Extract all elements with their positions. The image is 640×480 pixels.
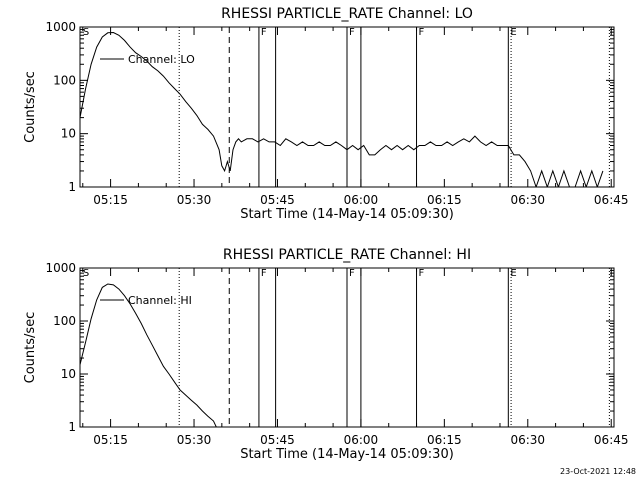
x-tick-label: 05:30: [177, 433, 212, 447]
flag-marker: E: [510, 27, 516, 38]
flag-marker: F: [349, 27, 355, 38]
y-tick-label: 1000: [45, 261, 76, 275]
y-tick-label: 10: [61, 367, 76, 381]
timestamp: 23-Oct-2021 12:48: [560, 467, 636, 476]
chart-title: RHESSI PARTICLE_RATE Channel: HI: [223, 247, 471, 263]
x-tick-label: 06:00: [344, 193, 379, 207]
flag-marker: F: [261, 268, 267, 279]
flag-marker: S: [83, 268, 89, 279]
flag-marker: F: [419, 27, 425, 38]
x-tick-label: 06:45: [594, 433, 629, 447]
y-tick-label: 1: [68, 180, 76, 194]
legend-label: Channel: LO: [128, 53, 195, 66]
flag-marker: F: [419, 268, 425, 279]
x-tick-label: 06:00: [344, 433, 379, 447]
x-tick-label: 06:15: [427, 433, 462, 447]
x-tick-label: 05:30: [177, 193, 212, 207]
series-line: [80, 283, 217, 427]
y-axis-label: Counts/sec: [23, 71, 38, 143]
y-tick-label: 1000: [45, 20, 76, 34]
x-axis-label: Start Time (14-May-14 05:09:30): [240, 447, 454, 462]
x-tick-label: 05:15: [93, 433, 128, 447]
x-tick-label: 05:15: [93, 193, 128, 207]
x-tick-label: 06:15: [427, 193, 462, 207]
flag-marker: E: [510, 268, 516, 279]
legend-label: Channel: HI: [128, 294, 192, 307]
y-axis-label: Counts/sec: [23, 312, 38, 384]
x-tick-label: 06:30: [510, 433, 545, 447]
y-tick-label: 1: [68, 420, 76, 434]
flag-marker: F: [261, 27, 267, 38]
flag-marker: S: [83, 27, 89, 38]
y-tick-label: 100: [53, 73, 76, 87]
y-tick-label: 100: [53, 314, 76, 328]
chart-title: RHESSI PARTICLE_RATE Channel: LO: [221, 6, 473, 22]
x-tick-label: 06:30: [510, 193, 545, 207]
x-tick-label: 05:45: [260, 193, 295, 207]
series-line: [80, 31, 604, 187]
x-tick-label: 05:45: [260, 433, 295, 447]
x-tick-label: 06:45: [594, 193, 629, 207]
x-axis-label: Start Time (14-May-14 05:09:30): [240, 207, 454, 222]
y-tick-label: 10: [61, 127, 76, 141]
flag-marker: F: [349, 268, 355, 279]
